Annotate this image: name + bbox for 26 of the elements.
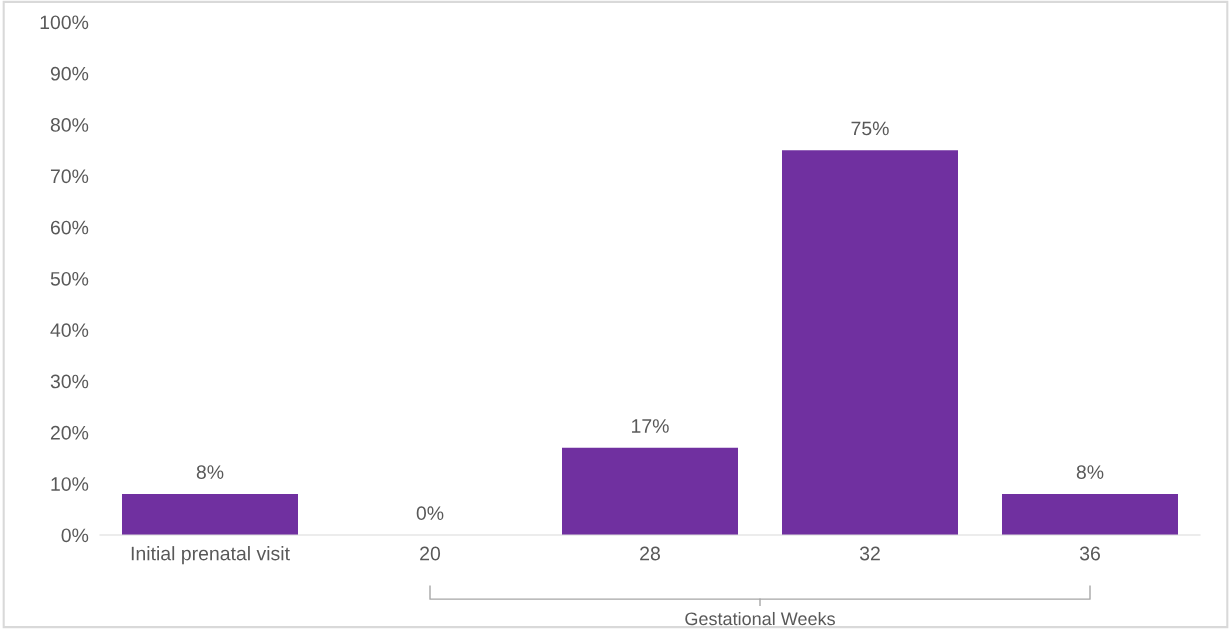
bar [122,493,298,535]
y-tick-label: 80% [50,118,89,132]
x-tick-label: Initial prenatal visit [131,546,290,565]
bar [1002,493,1178,535]
y-tick-label: 10% [51,477,89,491]
y-tick-label: 20% [50,425,89,440]
y-tick-label: 40% [50,323,89,338]
x-tick-label: 28 [640,546,660,561]
x-tick-label: 20 [420,546,441,561]
x-axis-title: Gestational Weeks [685,611,835,626]
data-label: 75% [851,121,889,136]
x-tick-label: 36 [1079,546,1100,561]
y-tick-label: 60% [50,220,89,235]
y-tick-label: 100% [40,15,89,30]
bar [782,150,958,535]
x-tick-label: 32 [859,546,880,561]
data-label: 8% [196,465,224,480]
data-label: 8% [1076,465,1104,480]
y-tick-label: 70% [50,169,89,184]
y-tick-label: 30% [50,374,89,389]
data-label: 17% [632,419,669,433]
y-tick-label: 90% [50,66,89,81]
y-tick-label: 50% [50,271,89,286]
y-tick-label: 0% [61,528,89,543]
bar [562,447,738,535]
data-label: 0% [416,506,444,521]
